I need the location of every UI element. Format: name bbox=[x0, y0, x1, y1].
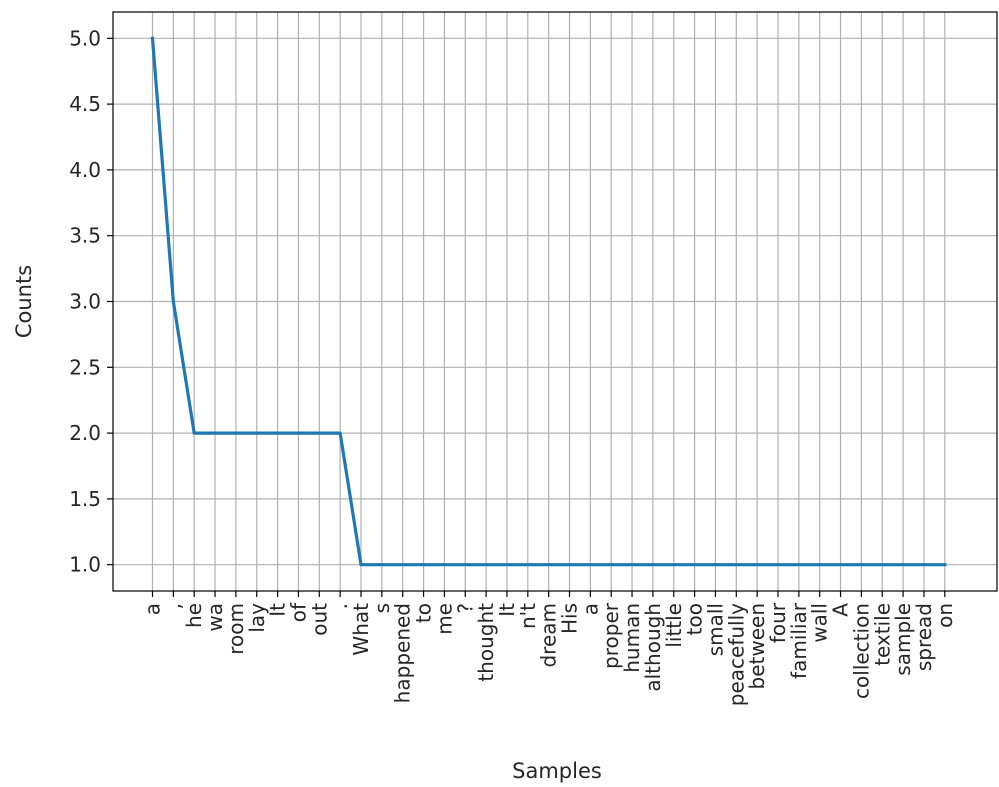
x-tick-label: s bbox=[370, 603, 394, 613]
x-tick-label: room bbox=[224, 603, 248, 655]
x-tick-label: out bbox=[307, 603, 331, 636]
x-tick-label: small bbox=[703, 603, 727, 656]
x-tick-label: four bbox=[766, 602, 790, 643]
x-tick-label: It bbox=[495, 603, 519, 617]
x-tick-label: collection bbox=[849, 603, 873, 699]
x-tick-label: between bbox=[745, 603, 769, 689]
x-tick-label: It bbox=[266, 603, 290, 617]
x-tick-label: wa bbox=[203, 603, 227, 632]
x-tick-label: of bbox=[286, 602, 310, 622]
x-tick-label: little bbox=[662, 603, 686, 648]
x-tick-label: happened bbox=[391, 603, 415, 703]
x-axis-label: Samples bbox=[512, 759, 602, 783]
y-tick-label: 3.0 bbox=[69, 290, 101, 314]
x-tick-label: on bbox=[933, 603, 957, 628]
x-tick-label: n't bbox=[516, 603, 540, 629]
x-tick-label: textile bbox=[870, 603, 894, 666]
x-tick-label: What bbox=[349, 603, 373, 656]
y-axis-label: Counts bbox=[12, 265, 36, 338]
x-tick-label: ? bbox=[453, 603, 477, 614]
x-tick-label: me bbox=[432, 603, 456, 635]
x-tick-label: human bbox=[620, 603, 644, 673]
x-tick-label: lay bbox=[245, 603, 269, 633]
y-tick-label: 1.5 bbox=[69, 487, 101, 511]
y-tick-label: 1.0 bbox=[69, 553, 101, 577]
x-tick-label: a bbox=[141, 603, 165, 615]
x-tick-label: too bbox=[683, 603, 707, 635]
y-tick-label: 4.5 bbox=[69, 92, 101, 116]
series bbox=[150, 36, 947, 567]
grid bbox=[113, 12, 997, 591]
x-tick-label: to bbox=[412, 603, 436, 623]
x-tick-label: a bbox=[578, 603, 602, 615]
x-tick-label: spread bbox=[912, 603, 936, 671]
x-tick-label: familiar bbox=[787, 602, 811, 679]
x-tick-label: , bbox=[161, 603, 185, 609]
x-tick-label: thought bbox=[474, 603, 498, 682]
x-tick-label: A bbox=[829, 603, 853, 617]
x-tick-label: . bbox=[328, 603, 352, 609]
y-tick-label: 4.0 bbox=[69, 158, 101, 182]
x-tick-label: peacefully bbox=[724, 603, 748, 706]
y-axis-ticks: 1.0 1.5 2.0 2.5 3.0 3.5 4.0 4.5 5.0 bbox=[69, 26, 113, 577]
x-tick-label: wall bbox=[808, 603, 832, 643]
y-tick-label: 2.5 bbox=[69, 355, 101, 379]
y-tick-label: 3.5 bbox=[69, 224, 101, 248]
x-tick-label: dream bbox=[537, 603, 561, 668]
x-axis-ticks: a,hewaroomlayItofout.Whatshappenedtome?t… bbox=[141, 591, 957, 706]
y-tick-label: 5.0 bbox=[69, 26, 101, 50]
x-tick-label: although bbox=[641, 603, 665, 692]
x-tick-label: His bbox=[558, 603, 582, 634]
x-tick-label: proper bbox=[599, 602, 623, 669]
y-tick-label: 2.0 bbox=[69, 421, 101, 445]
x-tick-label: he bbox=[182, 603, 206, 628]
x-tick-label: sample bbox=[891, 603, 915, 676]
